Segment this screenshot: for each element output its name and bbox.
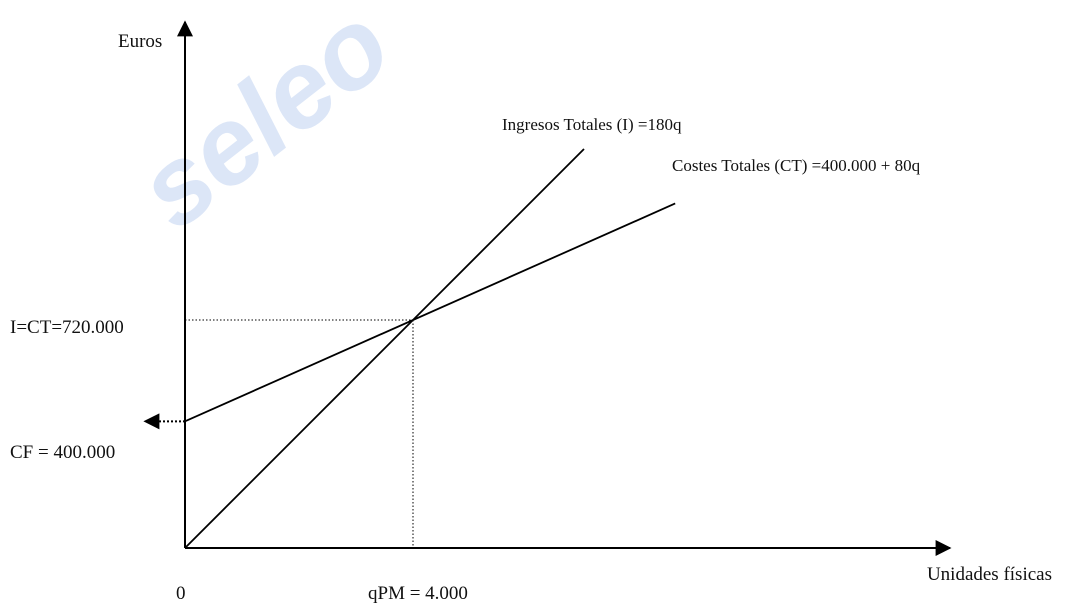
series-line-cost [184, 202, 676, 423]
origin-label: 0 [176, 583, 186, 604]
legend-cost-label: Costes Totales (CT) =400.000 + 80q [672, 156, 921, 175]
legend-revenue-label: Ingresos Totales (I) =180q [502, 115, 682, 134]
break-even-y-label: I=CT=720.000 [10, 317, 124, 338]
series-line-revenue [184, 148, 585, 549]
break-even-x-label: qPM = 4.000 [368, 583, 468, 604]
y-axis-label: Euros [118, 31, 162, 52]
x-axis-label: Unidades físicas [927, 564, 1052, 585]
fixed-cost-label: CF = 400.000 [10, 442, 115, 463]
